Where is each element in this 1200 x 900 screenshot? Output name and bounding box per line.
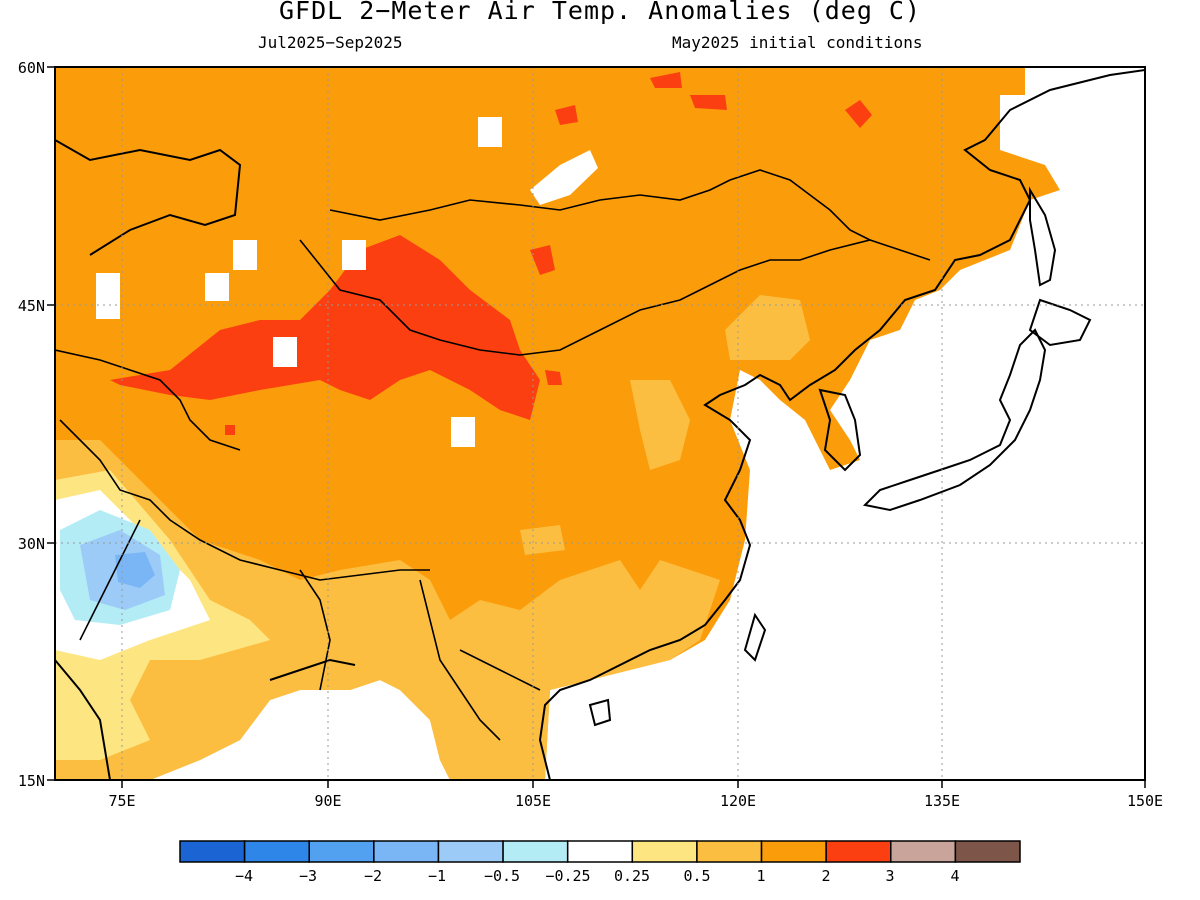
colorbar-cell [308, 840, 375, 863]
initial-conditions: May2025 initial conditions [672, 33, 923, 52]
colorbar-label: −0.5 [484, 867, 520, 885]
lat-label: 60N [18, 59, 45, 77]
colorbar-label: 3 [885, 867, 894, 885]
lon-label: 105E [515, 792, 551, 810]
anomaly-field-blue [115, 552, 155, 588]
colorbar-cell [890, 840, 957, 863]
colorbar-label: −1 [428, 867, 446, 885]
colorbar-label: 2 [821, 867, 830, 885]
forecast-period: Jul2025−Sep2025 [258, 33, 403, 52]
colorbar-cell [954, 840, 1021, 863]
borders [55, 169, 931, 741]
colorbar-label: 1 [756, 867, 765, 885]
lon-label: 150E [1127, 792, 1163, 810]
colorbar-cell [373, 840, 440, 863]
colorbar-cell [696, 840, 763, 863]
map-area [55, 67, 1145, 780]
colorbar-labels: −4 −3 −2 −1 −0.5 −0.25 0.25 0.5 1 2 3 4 [235, 867, 960, 885]
lon-label: 120E [720, 792, 756, 810]
lat-label: 30N [18, 535, 45, 553]
map-frame [54, 66, 1146, 781]
lon-ticks [121, 780, 1146, 788]
lon-label: 75E [108, 792, 135, 810]
gridlines [55, 67, 1145, 780]
anomaly-field-light-orange [55, 440, 720, 780]
colorbar-label: 0.25 [614, 867, 650, 885]
lat-label: 15N [18, 772, 45, 790]
lon-label: 135E [924, 792, 960, 810]
lon-label: 90E [314, 792, 341, 810]
colorbar-cell [760, 840, 827, 863]
colorbar-cell [179, 840, 246, 863]
map-title: GFDL 2−Meter Air Temp. Anomalies (deg C) [278, 0, 922, 25]
colorbar-label: 4 [950, 867, 959, 885]
colorbar-label: −2 [364, 867, 382, 885]
colorbar-label: 0.5 [683, 867, 710, 885]
colorbar-cell [825, 840, 892, 863]
colorbar-cell [502, 840, 569, 863]
colorbar-label: −0.25 [545, 867, 590, 885]
colorbar-label: −4 [235, 867, 253, 885]
colorbar-cell [437, 840, 504, 863]
colorbar-cell [631, 840, 698, 863]
colorbar-cell [243, 840, 310, 863]
lat-axis: 60N 45N 30N 15N [18, 59, 45, 790]
coastlines [55, 69, 1145, 780]
lat-ticks [47, 66, 55, 781]
colorbar-cell [566, 840, 634, 863]
anomaly-field-red [110, 235, 540, 420]
colorbar-label: −3 [299, 867, 317, 885]
colorbar [179, 840, 1021, 863]
lat-label: 45N [18, 297, 45, 315]
lon-axis: 75E 90E 105E 120E 135E 150E [108, 792, 1163, 810]
